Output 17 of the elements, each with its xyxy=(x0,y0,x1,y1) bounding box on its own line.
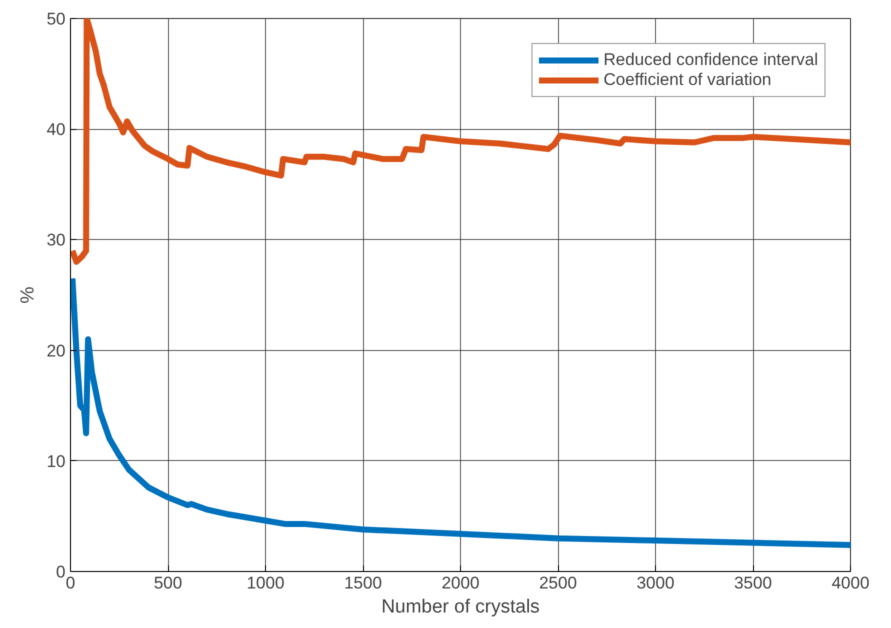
legend-label: Reduced confidence interval xyxy=(603,50,818,70)
x-tick-label: 500 xyxy=(154,574,182,592)
x-tick-label: 2500 xyxy=(539,574,577,592)
x-tick-label: 3000 xyxy=(636,574,674,592)
x-tick-label: 2000 xyxy=(442,574,480,592)
y-tick-label: 50 xyxy=(46,10,66,28)
legend-label: Coefficient of variation xyxy=(603,70,772,90)
x-axis-title: Number of crystals xyxy=(381,596,540,618)
x-tick-label: 3500 xyxy=(734,574,772,592)
y-tick-label: 40 xyxy=(46,120,66,140)
y-tick-label: 30 xyxy=(46,230,66,250)
y-tick-label: 20 xyxy=(46,341,66,360)
x-tick-label: 1500 xyxy=(344,574,382,592)
x-tick-label: 4000 xyxy=(832,574,870,592)
y-axis-title: % xyxy=(18,286,39,304)
x-tick-label: 1000 xyxy=(246,574,284,592)
y-tick-label: 10 xyxy=(46,452,66,471)
